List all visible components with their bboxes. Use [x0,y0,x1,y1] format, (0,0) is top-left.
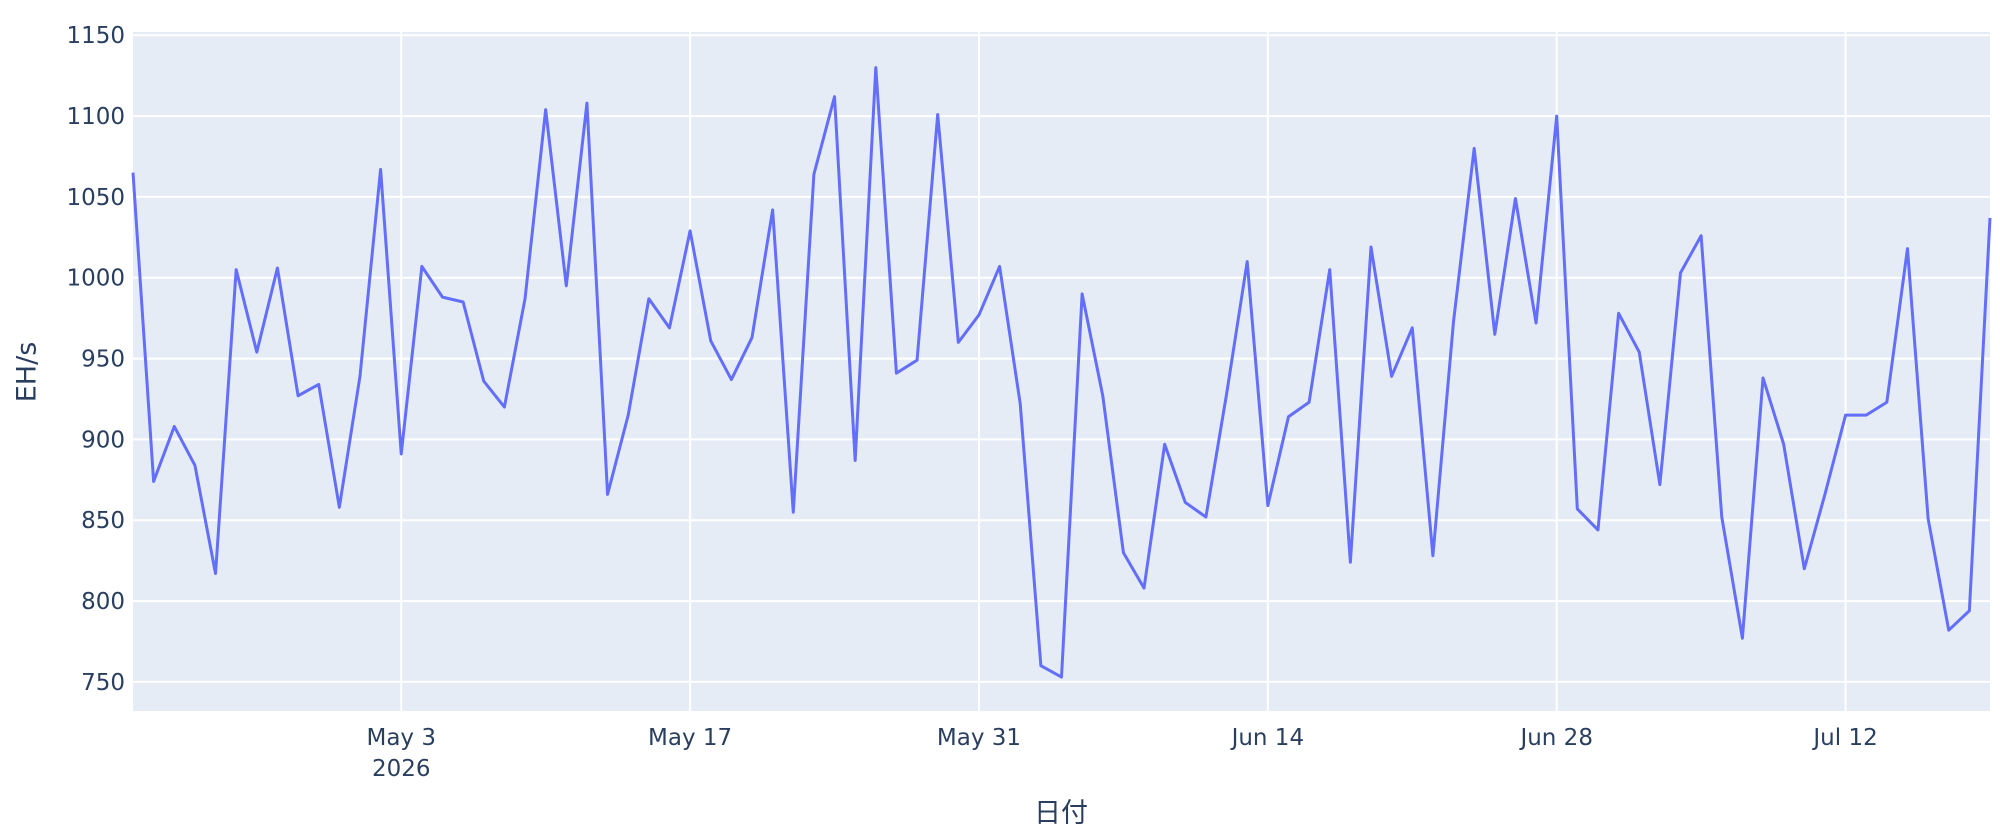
y-tick-label: 900 [81,427,125,453]
plot-area [133,32,1990,711]
x-tick-label: Jun 14 [1230,725,1305,751]
y-tick-label: 850 [81,508,125,534]
x-axis-title: 日付 [1034,798,1088,829]
x-tick-label: May 31 [937,725,1021,751]
y-tick-label: 1150 [66,23,125,49]
y-axis-title: EH/s [12,342,43,403]
y-tick-label: 1000 [66,266,125,292]
x-tick-label: 2026 [372,756,431,782]
x-tick-label: Jun 28 [1518,725,1593,751]
y-tick-label: 1100 [66,104,125,130]
x-tick-label: May 3 [366,725,436,751]
y-tick-label: 750 [81,670,125,696]
y-tick-label: 800 [81,589,125,615]
x-tick-label: Jul 12 [1811,725,1877,751]
y-tick-label: 950 [81,347,125,373]
x-tick-label: May 17 [648,725,732,751]
data-line [131,66,1992,679]
y-tick-label: 1050 [66,185,125,211]
